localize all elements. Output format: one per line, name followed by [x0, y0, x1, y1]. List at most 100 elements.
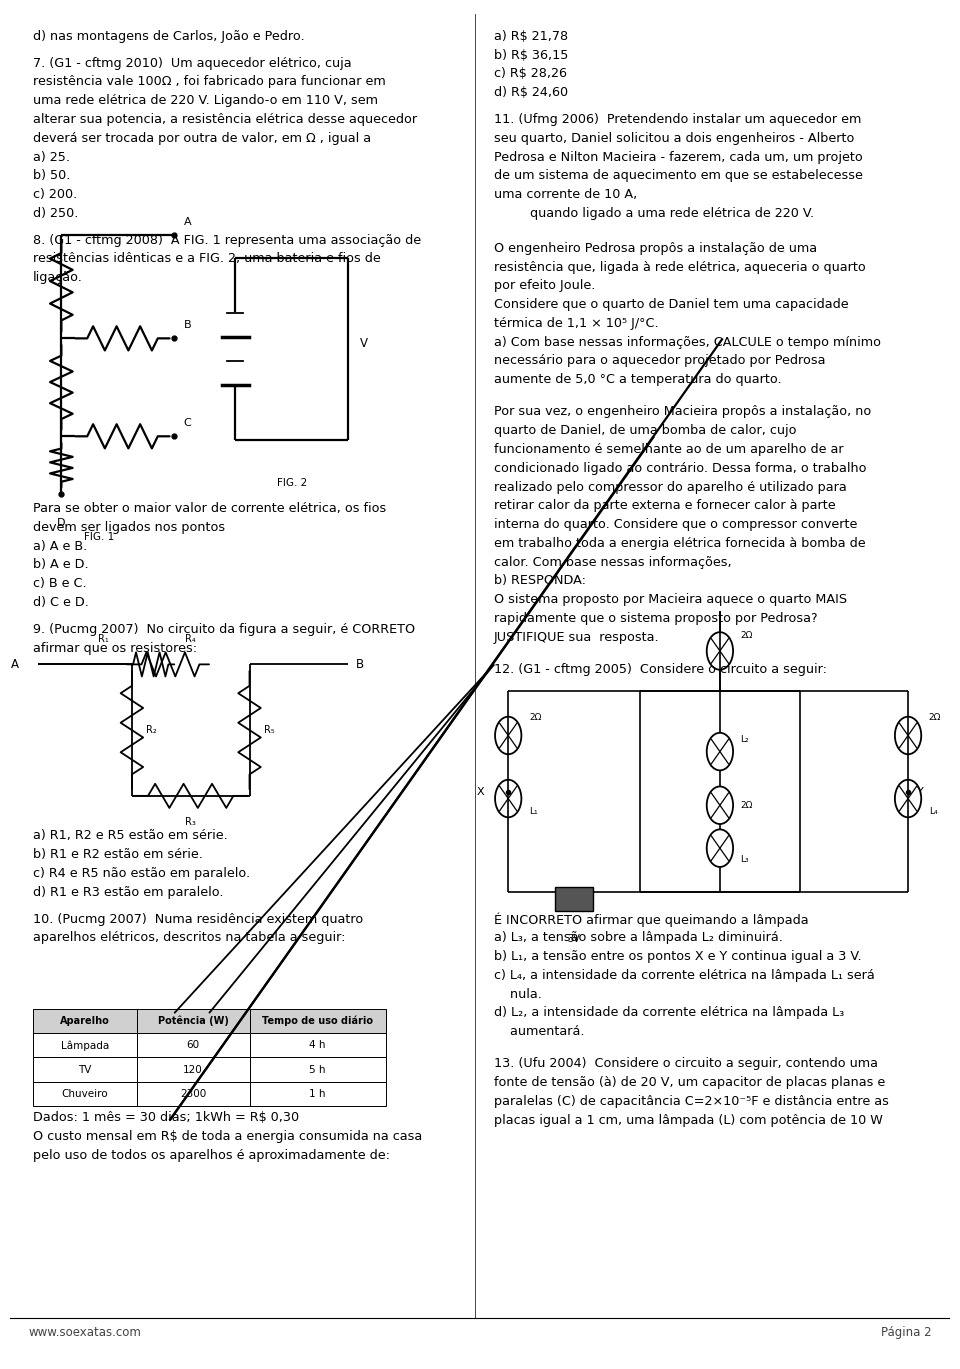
Text: R₁: R₁ [98, 634, 109, 645]
Text: paralelas (C) de capacitância C=2×10⁻⁵F e distância entre as: paralelas (C) de capacitância C=2×10⁻⁵F … [494, 1095, 889, 1108]
Text: 10. (Pucmg 2007)  Numa residência existem quatro: 10. (Pucmg 2007) Numa residência existem… [33, 913, 364, 925]
Text: R₂: R₂ [146, 726, 156, 735]
Text: Aparelho: Aparelho [60, 1016, 109, 1027]
Text: X: X [477, 787, 485, 797]
Text: Página 2: Página 2 [881, 1327, 931, 1339]
Text: Tempo de uso diário: Tempo de uso diário [262, 1016, 373, 1027]
Text: Potência (W): Potência (W) [157, 1016, 228, 1027]
Text: V: V [360, 337, 368, 350]
Text: 12. (G1 - cftmg 2005)  Considere o circuito a seguir:: 12. (G1 - cftmg 2005) Considere o circui… [494, 663, 828, 676]
Text: R₄: R₄ [185, 634, 196, 645]
Text: FIG. 1: FIG. 1 [84, 531, 114, 542]
Text: rapidamente que o sistema proposto por Pedrosa?: rapidamente que o sistema proposto por P… [494, 612, 818, 626]
Text: por efeito Joule.: por efeito Joule. [494, 279, 595, 293]
Text: d) R$ 24,60: d) R$ 24,60 [494, 86, 568, 99]
Text: térmica de 1,1 × 10⁵ J/°C.: térmica de 1,1 × 10⁵ J/°C. [494, 316, 659, 330]
Text: retirar calor da parte externa e fornecer calor à parte: retirar calor da parte externa e fornece… [494, 500, 836, 512]
Text: c) 200.: c) 200. [33, 188, 78, 201]
Text: c) L₄, a intensidade da corrente elétrica na lâmpada L₁ será: c) L₄, a intensidade da corrente elétric… [494, 969, 875, 982]
Text: JUSTIFIQUE sua  resposta.: JUSTIFIQUE sua resposta. [494, 631, 660, 643]
Text: em trabalho toda a energia elétrica fornecida à bomba de: em trabalho toda a energia elétrica forn… [494, 537, 866, 550]
Text: FIG. 2: FIG. 2 [276, 478, 307, 487]
Text: Chuveiro: Chuveiro [61, 1088, 108, 1099]
Text: aparelhos elétricos, descritos na tabela a seguir:: aparelhos elétricos, descritos na tabela… [33, 931, 346, 945]
Text: a) R1, R2 e R5 estão em série.: a) R1, R2 e R5 estão em série. [33, 830, 228, 842]
Text: d) nas montagens de Carlos, João e Pedro.: d) nas montagens de Carlos, João e Pedro… [33, 30, 304, 42]
Text: B: B [183, 320, 191, 330]
Text: funcionamento é semelhante ao de um aparelho de ar: funcionamento é semelhante ao de um apar… [494, 444, 844, 456]
Text: TV: TV [78, 1065, 91, 1075]
Text: O sistema proposto por Macieira aquece o quarto MAIS: O sistema proposto por Macieira aquece o… [494, 593, 848, 606]
Text: a) A e B.: a) A e B. [33, 539, 87, 553]
Text: O engenheiro Pedrosa propôs a instalação de uma: O engenheiro Pedrosa propôs a instalação… [494, 242, 817, 255]
Text: uma corrente de 10 A,: uma corrente de 10 A, [494, 188, 637, 201]
Text: L₃: L₃ [740, 854, 749, 864]
Text: necessário para o aquecedor projetado por Pedrosa: necessário para o aquecedor projetado po… [494, 355, 826, 367]
Text: c) R$ 28,26: c) R$ 28,26 [494, 67, 567, 81]
Text: 7. (G1 - cftmg 2010)  Um aquecedor elétrico, cuja: 7. (G1 - cftmg 2010) Um aquecedor elétri… [33, 56, 351, 70]
Bar [33, 1009, 136, 1034]
Text: 4 h: 4 h [309, 1040, 326, 1050]
Text: pelo uso de todos os aparelhos é aproximadamente de:: pelo uso de todos os aparelhos é aproxim… [33, 1149, 390, 1162]
Text: c) B e C.: c) B e C. [33, 578, 86, 590]
Bar [33, 1034, 136, 1057]
Text: O custo mensal em R$ de toda a energia consumida na casa: O custo mensal em R$ de toda a energia c… [33, 1129, 422, 1143]
Text: placas igual a 1 cm, uma lâmpada (L) com potência de 10 W: placas igual a 1 cm, uma lâmpada (L) com… [494, 1114, 883, 1127]
Text: R₅: R₅ [264, 726, 275, 735]
Text: É INCORRETO afirmar que queimando a lâmpada: É INCORRETO afirmar que queimando a lâmp… [494, 913, 808, 927]
Bar [136, 1009, 250, 1034]
Bar [136, 1057, 250, 1082]
Text: A: A [11, 658, 19, 671]
Text: realizado pelo compressor do aparelho é utilizado para: realizado pelo compressor do aparelho é … [494, 481, 847, 494]
Text: 2Ω: 2Ω [740, 631, 753, 641]
Text: uma rede elétrica de 220 V. Ligando-o em 110 V, sem: uma rede elétrica de 220 V. Ligando-o em… [33, 94, 378, 107]
Text: b) L₁, a tensão entre os pontos X e Y continua igual a 3 V.: b) L₁, a tensão entre os pontos X e Y co… [494, 950, 862, 964]
Text: Por sua vez, o engenheiro Macieira propôs a instalação, no: Por sua vez, o engenheiro Macieira propô… [494, 405, 872, 419]
Text: R₃: R₃ [185, 817, 196, 827]
Text: afirmar que os resistores:: afirmar que os resistores: [33, 642, 197, 654]
Text: condicionado ligado ao contrário. Dessa forma, o trabalho: condicionado ligado ao contrário. Dessa … [494, 461, 867, 475]
Text: Considere que o quarto de Daniel tem uma capacidade: Considere que o quarto de Daniel tem uma… [494, 298, 849, 311]
Text: aumentará.: aumentará. [494, 1025, 585, 1038]
Bar [136, 1082, 250, 1106]
Text: Dados: 1 mês = 30 dias; 1kWh = R$ 0,30: Dados: 1 mês = 30 dias; 1kWh = R$ 0,30 [33, 1112, 300, 1124]
Text: 1 h: 1 h [309, 1088, 326, 1099]
Text: 11. (Ufmg 2006)  Pretendendo instalar um aquecedor em: 11. (Ufmg 2006) Pretendendo instalar um … [494, 114, 861, 126]
Bar [555, 887, 593, 912]
Text: resistências idênticas e a FIG. 2, uma bateria e fios de: resistências idênticas e a FIG. 2, uma b… [33, 252, 381, 266]
Bar [250, 1034, 386, 1057]
Text: L₂: L₂ [740, 735, 749, 743]
Text: resistência que, ligada à rede elétrica, aqueceria o quarto: resistência que, ligada à rede elétrica,… [494, 260, 866, 274]
Text: c) R4 e R5 não estão em paralelo.: c) R4 e R5 não estão em paralelo. [33, 867, 251, 880]
Text: L₁: L₁ [529, 806, 538, 816]
Text: B: B [356, 658, 364, 671]
Text: d) L₂, a intensidade da corrente elétrica na lâmpada L₃: d) L₂, a intensidade da corrente elétric… [494, 1006, 845, 1020]
Text: fonte de tensão (à) de 20 V, um capacitor de placas planas e: fonte de tensão (à) de 20 V, um capacito… [494, 1076, 885, 1090]
Text: quando ligado a uma rede elétrica de 220 V.: quando ligado a uma rede elétrica de 220… [494, 207, 814, 220]
Text: 2300: 2300 [180, 1088, 206, 1099]
Bar [250, 1009, 386, 1034]
Text: 8. (G1 - cftmg 2008)  A FIG. 1 representa uma associação de: 8. (G1 - cftmg 2008) A FIG. 1 representa… [33, 234, 421, 246]
Text: a) L₃, a tensão sobre a lâmpada L₂ diminuirá.: a) L₃, a tensão sobre a lâmpada L₂ dimin… [494, 931, 783, 945]
Text: L₄: L₄ [928, 806, 937, 816]
Text: A: A [183, 218, 191, 227]
Text: nula.: nula. [494, 987, 542, 1001]
Text: seu quarto, Daniel solicitou a dois engenheiros - Alberto: seu quarto, Daniel solicitou a dois enge… [494, 131, 854, 145]
Text: Lâmpada: Lâmpada [60, 1040, 109, 1050]
Text: D: D [57, 517, 65, 528]
Text: quarto de Daniel, de uma bomba de calor, cujo: quarto de Daniel, de uma bomba de calor,… [494, 424, 797, 437]
Bar [250, 1082, 386, 1106]
Bar [33, 1082, 136, 1106]
Text: a) Com base nessas informações, CALCULE o tempo mínimo: a) Com base nessas informações, CALCULE … [494, 335, 881, 349]
Text: 60: 60 [186, 1040, 200, 1050]
Text: 2Ω: 2Ω [928, 713, 941, 721]
Text: d) C e D.: d) C e D. [33, 596, 89, 609]
Text: a) R$ 21,78: a) R$ 21,78 [494, 30, 568, 42]
Text: 3V: 3V [567, 934, 581, 945]
Text: a) 25.: a) 25. [33, 151, 70, 163]
Bar [136, 1034, 250, 1057]
Text: Y: Y [918, 787, 924, 797]
Text: d) R1 e R3 estão em paralelo.: d) R1 e R3 estão em paralelo. [33, 886, 224, 898]
Text: Pedrosa e Nilton Macieira - fazerem, cada um, um projeto: Pedrosa e Nilton Macieira - fazerem, cad… [494, 151, 863, 163]
Text: resistência vale 100Ω , foi fabricado para funcionar em: resistência vale 100Ω , foi fabricado pa… [33, 75, 386, 89]
